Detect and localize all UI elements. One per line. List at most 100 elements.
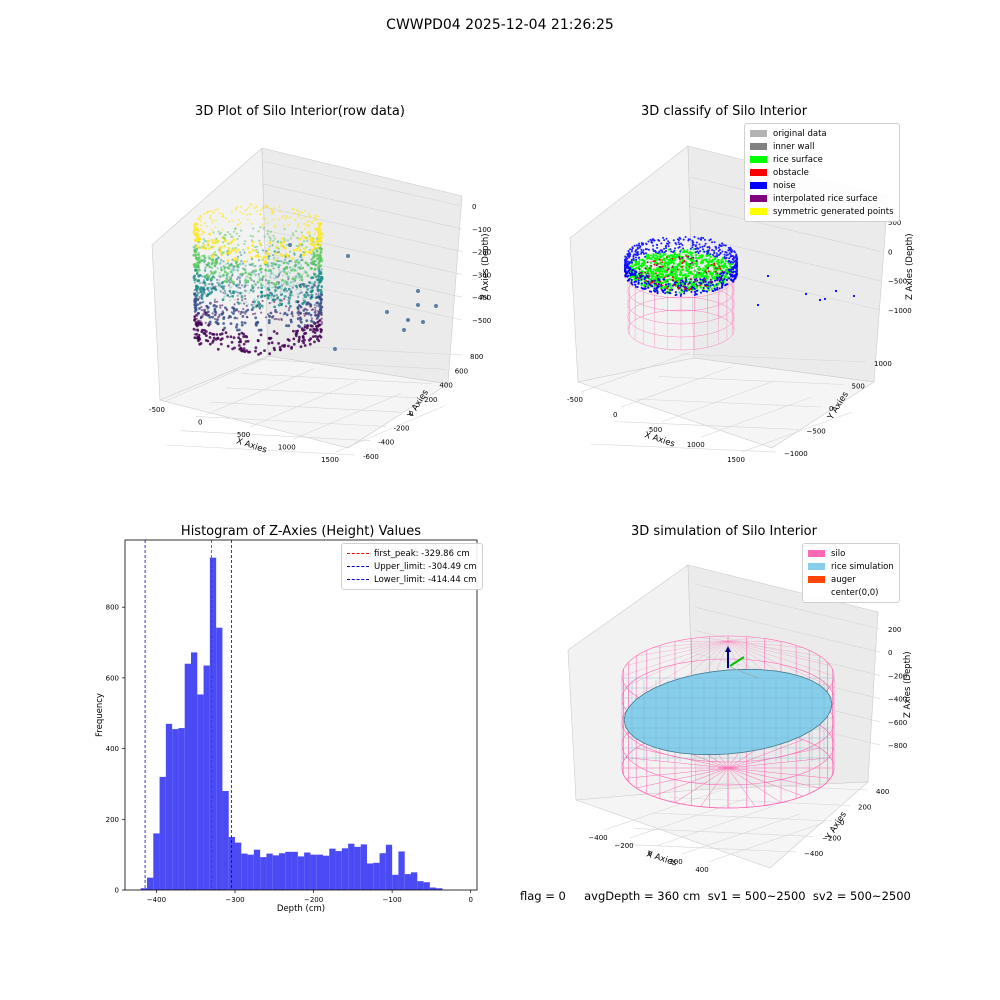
raw-point — [277, 342, 280, 345]
raw-point — [246, 284, 249, 287]
raw-point — [278, 303, 281, 306]
raw-point — [256, 295, 260, 298]
raw-point — [234, 298, 237, 301]
sim-y-tick-label: −200 — [822, 835, 841, 843]
raw-point — [239, 211, 242, 214]
raw-point — [289, 282, 292, 285]
classify-noise-point — [625, 256, 628, 259]
raw-point — [194, 254, 197, 257]
raw-point — [319, 252, 322, 255]
classify-rice-point — [687, 268, 690, 271]
classify-interp-point — [684, 286, 687, 289]
raw-point — [301, 302, 304, 305]
raw-point — [214, 310, 217, 314]
hist-bar — [178, 728, 185, 890]
classify-noise-point — [656, 244, 659, 246]
classify-rice-point — [692, 262, 695, 265]
legend-swatch — [808, 563, 825, 570]
sim-x-tick-label: −400 — [588, 834, 607, 842]
raw-point — [197, 333, 201, 337]
raw-point — [200, 309, 203, 312]
raw-point — [314, 324, 318, 328]
raw-point — [223, 270, 227, 274]
raw-point — [267, 286, 270, 289]
classify-noise-point — [678, 243, 681, 246]
raw-point — [207, 323, 211, 327]
classify-noise-point — [664, 288, 667, 291]
raw-point — [196, 314, 199, 317]
raw-point — [221, 311, 225, 315]
classify-obstacle-point — [673, 284, 676, 287]
raw-point — [197, 241, 200, 244]
classify-noise-point — [730, 270, 733, 273]
raw-point — [268, 284, 271, 287]
raw-point — [287, 282, 290, 285]
raw-point — [223, 326, 227, 330]
classify-obstacle-point — [661, 265, 664, 268]
hist-bar — [184, 663, 191, 890]
raw-point — [237, 275, 240, 279]
raw-point — [250, 222, 253, 225]
raw-point — [221, 328, 225, 332]
raw-point — [236, 263, 240, 267]
classify-noise-point — [684, 236, 687, 238]
raw-point — [280, 244, 283, 248]
raw-point — [272, 210, 275, 214]
raw-point — [265, 249, 268, 253]
raw-point — [197, 336, 201, 340]
raw-point — [308, 230, 311, 233]
raw-point — [283, 246, 287, 250]
classify-noise-point — [671, 288, 674, 291]
hist-bar — [429, 887, 437, 890]
raw-point — [309, 328, 312, 332]
classify-noise-point — [708, 239, 711, 242]
raw-y-tick-label: 600 — [455, 367, 468, 375]
raw-point — [205, 334, 208, 337]
classify-rice-point — [693, 269, 696, 272]
raw-point — [308, 213, 311, 216]
classify-noise-point — [650, 241, 653, 244]
raw-point — [296, 237, 299, 240]
raw-point — [246, 276, 249, 279]
classify-legend: original data inner wall rice surface obsta… — [744, 123, 900, 222]
raw-point — [243, 350, 247, 353]
classify-noise-point — [721, 274, 724, 277]
classify-noise-point — [691, 246, 694, 249]
classify-noise-point — [703, 238, 706, 241]
raw-point — [263, 285, 266, 288]
classify-noise-point — [698, 281, 701, 284]
classify-noise-point — [624, 266, 626, 269]
raw-point — [193, 281, 197, 284]
raw-point — [274, 252, 278, 255]
raw-point — [267, 265, 270, 268]
raw-point — [209, 323, 212, 326]
raw-point — [271, 286, 274, 289]
raw-point — [307, 284, 310, 287]
raw-point — [286, 255, 289, 258]
raw-point — [290, 288, 292, 291]
classify-obstacle-point — [658, 258, 661, 261]
raw-point — [251, 244, 255, 248]
classify-noise-point — [674, 242, 677, 244]
raw-point — [198, 273, 202, 277]
raw-point — [230, 340, 234, 344]
raw-point — [269, 230, 272, 233]
raw-point — [275, 263, 278, 266]
raw-point — [258, 268, 262, 271]
classify-noise-point — [681, 244, 684, 247]
raw-point — [310, 317, 313, 320]
classify-noise-point — [735, 267, 738, 270]
sim-z-tick-label: 200 — [888, 626, 901, 634]
hist-bar — [385, 844, 393, 890]
raw-point — [194, 239, 197, 242]
classify-rice-point — [693, 274, 696, 277]
classify-obstacle-point — [704, 270, 707, 272]
classify-rice-point — [635, 260, 638, 264]
raw-point — [226, 294, 230, 297]
classify-noise-point — [708, 249, 710, 252]
classify-rice-point — [677, 277, 681, 280]
classify-rice-point — [675, 273, 678, 276]
classify-noise-point — [663, 278, 666, 281]
raw-point — [219, 333, 222, 336]
